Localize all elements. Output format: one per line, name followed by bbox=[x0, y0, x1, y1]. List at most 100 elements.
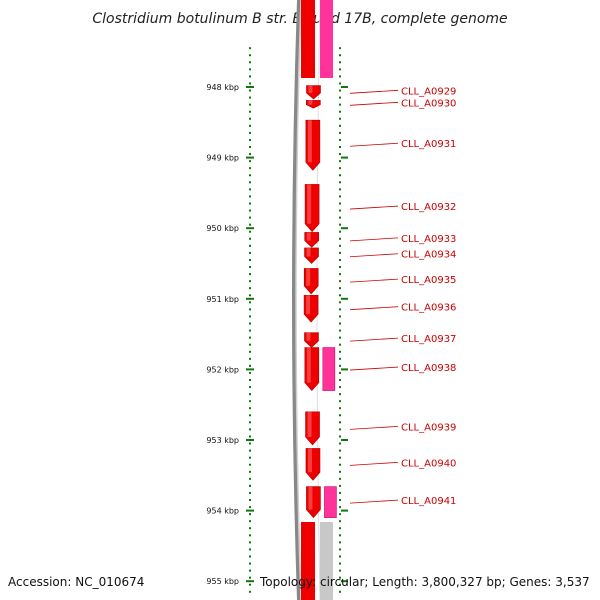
minor-tick-left bbox=[249, 583, 251, 586]
minor-tick-left bbox=[249, 230, 251, 233]
gene-label-leader bbox=[349, 237, 399, 242]
gene-block-unlabelled-partial[interactable] bbox=[320, 522, 333, 600]
minor-tick-left bbox=[249, 294, 251, 297]
gene-arrow-forward-partial[interactable] bbox=[301, 0, 315, 78]
minor-tick-left bbox=[249, 562, 251, 565]
gene-arrow-sheen bbox=[306, 268, 311, 286]
gene-label[interactable]: CLL_A0936 bbox=[401, 303, 456, 314]
minor-tick-left bbox=[249, 357, 251, 360]
gene-label[interactable]: CLL_A0930 bbox=[401, 98, 456, 109]
minor-tick-right bbox=[339, 449, 341, 452]
tick-label: 953 kbp bbox=[206, 436, 239, 445]
minor-tick-left bbox=[249, 548, 251, 551]
gene-label[interactable]: CLL_A0929 bbox=[401, 86, 456, 97]
minor-tick-right bbox=[339, 209, 341, 212]
minor-tick-right bbox=[339, 534, 341, 537]
gene-label[interactable]: CLL_A0934 bbox=[401, 250, 456, 261]
minor-tick-left bbox=[249, 209, 251, 212]
accession-label: Accession: NC_010674 bbox=[8, 575, 144, 589]
minor-tick-right bbox=[339, 576, 341, 579]
minor-tick-left bbox=[249, 174, 251, 177]
major-tick-right bbox=[341, 227, 348, 230]
minor-tick-left bbox=[249, 110, 251, 113]
minor-tick-left bbox=[249, 576, 251, 579]
minor-tick-right bbox=[339, 110, 341, 113]
minor-tick-right bbox=[339, 364, 341, 367]
minor-tick-right bbox=[339, 117, 341, 120]
minor-tick-right bbox=[339, 181, 341, 184]
minor-tick-left bbox=[249, 329, 251, 332]
gene-label-leader bbox=[349, 89, 399, 94]
minor-tick-left bbox=[249, 244, 251, 247]
gene-arrow-sheen bbox=[307, 411, 312, 437]
minor-tick-left bbox=[249, 124, 251, 127]
gene-label[interactable]: CLL_A0935 bbox=[401, 275, 456, 286]
minor-tick-left bbox=[249, 202, 251, 205]
minor-tick-left bbox=[249, 534, 251, 537]
gene-arrow-sheen bbox=[306, 247, 311, 257]
backbone-highlight bbox=[295, 0, 302, 600]
minor-tick-right bbox=[339, 421, 341, 424]
gene-label[interactable]: CLL_A0931 bbox=[401, 139, 456, 150]
major-tick-left bbox=[246, 86, 254, 88]
gene-block-reverse[interactable] bbox=[324, 486, 337, 518]
minor-tick-left bbox=[249, 322, 251, 325]
minor-tick-left bbox=[249, 541, 251, 544]
minor-tick-left bbox=[249, 456, 251, 459]
minor-tick-right bbox=[339, 513, 341, 516]
minor-tick-right bbox=[339, 590, 341, 593]
minor-tick-right bbox=[339, 280, 341, 283]
minor-tick-left bbox=[249, 223, 251, 226]
minor-tick-right bbox=[339, 167, 341, 170]
minor-tick-left bbox=[249, 414, 251, 417]
minor-tick-left bbox=[249, 520, 251, 523]
major-tick-right bbox=[341, 86, 348, 88]
minor-tick-right bbox=[339, 230, 341, 233]
gene-arrow-forward-partial[interactable] bbox=[301, 522, 315, 600]
minor-tick-right bbox=[339, 124, 341, 127]
gene-label-leader bbox=[349, 499, 399, 504]
kbp-ruler: 948 kbp 949 kbp 950 kbp 951 kbp 952 kbp 953 k… bbox=[206, 47, 348, 593]
minor-tick-left bbox=[249, 82, 251, 85]
gene-label[interactable]: CLL_A0932 bbox=[401, 202, 456, 213]
minor-tick-left bbox=[249, 103, 251, 106]
minor-tick-right bbox=[339, 301, 341, 304]
minor-tick-right bbox=[339, 569, 341, 572]
minor-tick-left bbox=[249, 477, 251, 480]
gene-label-leader bbox=[349, 306, 399, 311]
backbone-arc bbox=[292, 0, 301, 600]
gene-label[interactable]: CLL_A0940 bbox=[401, 458, 456, 469]
major-tick-left bbox=[246, 368, 254, 371]
gene-label-leader bbox=[349, 278, 399, 283]
gene-arrow-sheen bbox=[306, 347, 311, 383]
minor-tick-right bbox=[339, 89, 341, 92]
minor-tick-left bbox=[249, 117, 251, 120]
topology-label: Topology: circular; Length: 3,800,327 bp… bbox=[259, 575, 590, 589]
gene-label[interactable]: CLL_A0937 bbox=[401, 334, 456, 345]
minor-tick-right bbox=[339, 131, 341, 134]
gene-label-leader bbox=[349, 425, 399, 430]
gene-block-reverse-partial[interactable] bbox=[320, 0, 333, 78]
gene-block-reverse[interactable] bbox=[322, 347, 336, 391]
gene-label[interactable]: CLL_A0941 bbox=[401, 496, 456, 507]
minor-tick-left bbox=[249, 386, 251, 389]
gene-arrow-sheen bbox=[306, 295, 311, 315]
gene-label-leader bbox=[349, 461, 399, 466]
minor-tick-left bbox=[249, 188, 251, 191]
gene-label[interactable]: CLL_A0933 bbox=[401, 234, 456, 245]
minor-tick-right bbox=[339, 103, 341, 106]
minor-tick-right bbox=[339, 583, 341, 586]
minor-tick-left bbox=[249, 555, 251, 558]
gene-arrow-sheen bbox=[308, 100, 313, 105]
tick-label: 954 kbp bbox=[206, 507, 239, 516]
gene-label[interactable]: CLL_A0938 bbox=[401, 363, 456, 374]
minor-tick-left bbox=[249, 308, 251, 311]
minor-tick-right bbox=[339, 315, 341, 318]
minor-tick-right bbox=[339, 477, 341, 480]
gene-label[interactable]: CLL_A0939 bbox=[401, 422, 456, 433]
major-tick-left bbox=[246, 156, 254, 159]
minor-tick-left bbox=[249, 513, 251, 516]
minor-tick-right bbox=[339, 266, 341, 269]
major-tick-right bbox=[341, 439, 348, 441]
